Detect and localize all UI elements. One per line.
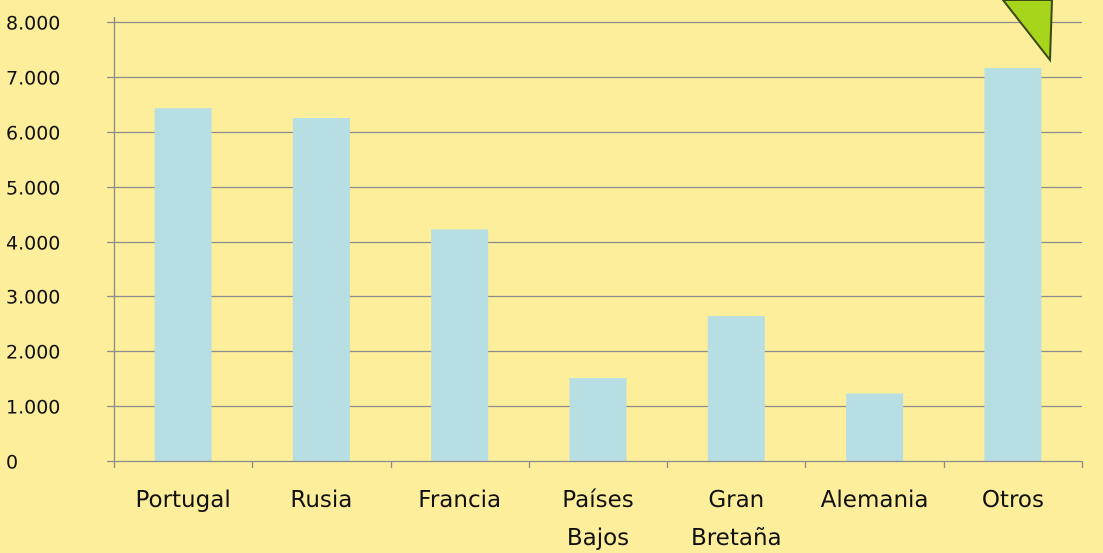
- callout-pointer-shape: [1001, 0, 1054, 63]
- x-tick-label: Bajos: [567, 525, 629, 551]
- bar: [431, 229, 489, 461]
- x-tick-label: Portugal: [135, 487, 230, 513]
- gridlines: [114, 21, 1082, 408]
- bar: [292, 118, 350, 461]
- x-tick-label: Otros: [982, 487, 1044, 513]
- y-tick-label: 4.000: [6, 233, 60, 255]
- bar: [154, 108, 212, 461]
- y-tick-label: 5.000: [6, 178, 60, 200]
- x-tick-labels: Portugal Rusia Francia Países Bajos Gran Breta…: [135, 487, 1044, 551]
- y-tick-labels: 0 1.000 2.000 3.000 4.000 5.000 6.000 7.000 8.00…: [6, 13, 60, 474]
- y-tick-label: 0: [6, 452, 18, 474]
- bar: [569, 378, 627, 461]
- bars: [154, 68, 1042, 461]
- x-tick-label: Alemania: [821, 487, 929, 513]
- x-tick-label: Rusia: [290, 487, 352, 513]
- bar: [707, 316, 765, 461]
- y-tick-label: 1.000: [6, 397, 60, 419]
- y-tick-label: 6.000: [6, 123, 60, 145]
- axes: [107, 17, 1084, 468]
- x-tick-label: Gran: [708, 487, 764, 513]
- x-tick-label: Países: [562, 487, 633, 513]
- x-tick-label: Bretaña: [691, 525, 782, 551]
- y-tick-label: 2.000: [6, 342, 60, 364]
- y-tick-label: 7.000: [6, 68, 60, 90]
- y-tick-label: 3.000: [6, 287, 60, 309]
- bar: [846, 393, 904, 461]
- x-tick-label: Francia: [418, 487, 501, 513]
- bar: [984, 68, 1042, 461]
- y-tick-label: 8.000: [6, 13, 60, 35]
